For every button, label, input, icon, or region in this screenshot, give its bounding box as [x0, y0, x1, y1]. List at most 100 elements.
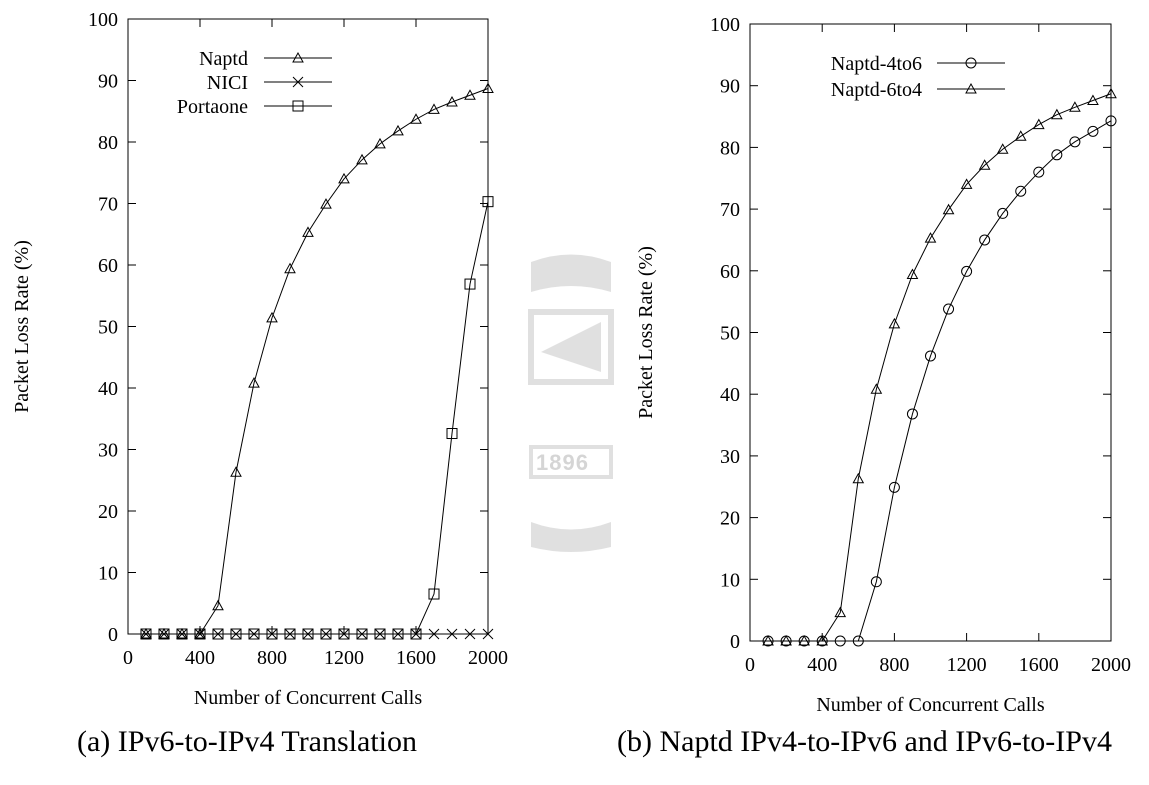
- data-point: [356, 628, 368, 640]
- data-point: [942, 203, 955, 215]
- legend-marker: [292, 51, 304, 63]
- x-tick-label: 800: [879, 654, 909, 676]
- data-point: [248, 628, 260, 640]
- x-tick-label: 1200: [947, 654, 987, 676]
- y-tick-label: 20: [720, 508, 740, 530]
- data-point: [798, 634, 810, 646]
- data-point: [338, 172, 350, 184]
- legend-marker: [965, 57, 977, 69]
- data-point: [338, 628, 350, 640]
- legend-label: Portaone: [177, 96, 248, 118]
- data-point: [302, 226, 314, 237]
- data-point: [230, 466, 242, 477]
- data-point: [212, 599, 224, 611]
- data-point: [1051, 108, 1063, 120]
- data-point: [852, 635, 864, 647]
- legend-label: Naptd-4to6: [831, 53, 922, 75]
- x-tick-label: 2000: [468, 647, 508, 669]
- y-tick-label: 40: [98, 378, 118, 400]
- series-line: [768, 120, 1112, 642]
- data-point: [266, 311, 278, 323]
- data-point: [248, 377, 260, 388]
- x-tick-label: 1200: [324, 647, 364, 669]
- data-point: [464, 628, 476, 640]
- data-point: [230, 628, 242, 640]
- data-point: [762, 634, 774, 646]
- data-point: [428, 588, 440, 600]
- data-point: [1105, 87, 1117, 99]
- chart-b: 0 10 20 30 40 50 60 70 80 90 100 0 400 800 1200 1600 200…: [635, 14, 1131, 716]
- y-tick-label: 0: [730, 631, 740, 653]
- legend-marker: [292, 76, 304, 88]
- series-line: [768, 93, 1112, 642]
- data-point: [356, 153, 368, 165]
- data-point: [320, 628, 332, 640]
- series-naptd-6to4: [762, 87, 1117, 646]
- y-tick-label: 100: [710, 14, 740, 36]
- caption-a: (a) IPv6-to-IPv4 Translation: [77, 725, 417, 758]
- data-point: [870, 383, 883, 394]
- y-tick-label: 100: [88, 9, 118, 31]
- data-point: [320, 198, 332, 209]
- plot-frame: [749, 23, 1112, 642]
- data-point: [1051, 149, 1063, 161]
- data-point: [446, 428, 458, 440]
- data-point: [1087, 94, 1099, 106]
- data-point: [924, 232, 937, 243]
- chart-a: 0 10 20 30 40 50 60 70 80 90 100 0 400 800 1200 1600 200…: [11, 9, 508, 709]
- data-point: [374, 628, 386, 640]
- series-line: [146, 88, 489, 635]
- data-point: [996, 143, 1009, 154]
- data-point: [997, 207, 1009, 219]
- y-tick-label: 10: [720, 569, 740, 591]
- y-tick-label: 40: [720, 384, 740, 406]
- data-point: [1033, 166, 1045, 178]
- data-point: [906, 268, 919, 280]
- data-point: [266, 628, 278, 640]
- data-point: [1032, 118, 1045, 130]
- data-point: [410, 113, 422, 124]
- data-point: [960, 178, 973, 189]
- data-point: [906, 408, 918, 420]
- x-tick-label: 400: [185, 647, 215, 669]
- y-tick-label: 80: [98, 132, 118, 154]
- data-point: [943, 303, 955, 315]
- data-point: [410, 628, 422, 640]
- y-tick-label: 80: [720, 137, 740, 159]
- data-point: [1014, 130, 1027, 141]
- data-point: [979, 234, 991, 246]
- data-point: [302, 628, 314, 640]
- data-point: [428, 628, 440, 640]
- x-tick-label: 0: [745, 654, 755, 676]
- data-point: [482, 82, 494, 93]
- series-line: [146, 201, 489, 635]
- y-tick-label: 30: [720, 446, 740, 468]
- data-point: [1015, 185, 1027, 197]
- data-point: [446, 95, 458, 107]
- data-point: [780, 634, 792, 646]
- y-tick-label: 0: [108, 624, 118, 646]
- y-tick-label: 20: [98, 501, 118, 523]
- data-point: [482, 196, 494, 208]
- legend-label: Naptd: [199, 48, 248, 70]
- x-tick-label: 2000: [1091, 654, 1131, 676]
- x-axis-label: Number of Concurrent Calls: [194, 687, 422, 709]
- y-tick-label: 60: [720, 261, 740, 283]
- x-tick-label: 1600: [1019, 654, 1059, 676]
- data-point: [464, 89, 476, 100]
- x-axis-label: Number of Concurrent Calls: [816, 694, 1044, 716]
- y-axis-label: Packet Loss Rate (%): [11, 240, 33, 413]
- data-point: [140, 628, 152, 640]
- data-point: [212, 628, 224, 640]
- data-point: [870, 576, 882, 588]
- series-naptd-4to6: [762, 115, 1117, 647]
- series-portaone: [140, 196, 494, 640]
- legend-label: NICI: [207, 72, 248, 94]
- x-tick-label: 1600: [396, 647, 436, 669]
- data-point: [1069, 136, 1081, 148]
- y-tick-label: 30: [98, 440, 118, 462]
- data-point: [888, 481, 900, 493]
- data-point: [1087, 125, 1099, 137]
- data-point: [158, 628, 170, 640]
